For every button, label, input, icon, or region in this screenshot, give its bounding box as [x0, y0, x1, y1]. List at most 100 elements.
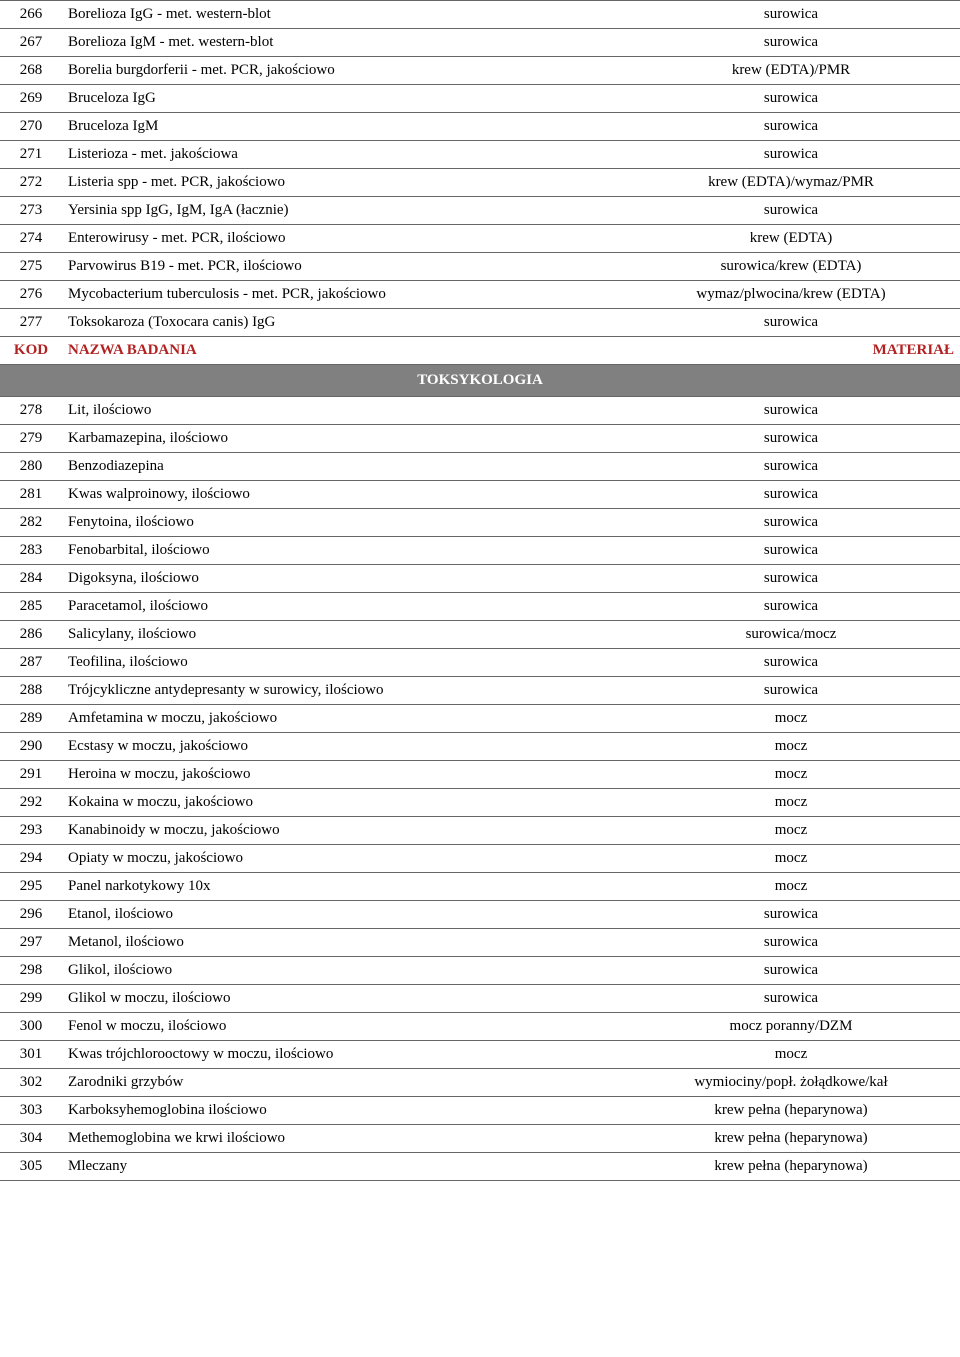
- cell-material: krew (EDTA)/wymaz/PMR: [622, 169, 960, 197]
- table-row: 267Borelioza IgM - met. western-blotsuro…: [0, 29, 960, 57]
- cell-code: 286: [0, 621, 62, 649]
- cell-name: Glikol w moczu, ilościowo: [62, 985, 622, 1013]
- cell-code: 280: [0, 453, 62, 481]
- table-row: 295Panel narkotykowy 10xmocz: [0, 873, 960, 901]
- cell-material: surowica: [622, 197, 960, 225]
- cell-material: surowica: [622, 901, 960, 929]
- cell-code: 266: [0, 1, 62, 29]
- cell-code: 294: [0, 845, 62, 873]
- cell-material: surowica: [622, 509, 960, 537]
- cell-material: wymaz/plwocina/krew (EDTA): [622, 281, 960, 309]
- cell-name: Listerioza - met. jakościowa: [62, 141, 622, 169]
- cell-name: Paracetamol, ilościowo: [62, 593, 622, 621]
- table-body-upper: 266Borelioza IgG - met. western-blotsuro…: [0, 1, 960, 337]
- cell-material: krew pełna (heparynowa): [622, 1125, 960, 1153]
- cell-name: Salicylany, ilościowo: [62, 621, 622, 649]
- cell-name: Glikol, ilościowo: [62, 957, 622, 985]
- cell-material: wymiociny/popł. żołądkowe/kał: [622, 1069, 960, 1097]
- table-row: 286Salicylany, ilościowosurowica/mocz: [0, 621, 960, 649]
- cell-material: surowica: [622, 453, 960, 481]
- cell-name: Toksokaroza (Toxocara canis) IgG: [62, 309, 622, 337]
- section-title: TOKSYKOLOGIA: [0, 365, 960, 397]
- header-nazwa: NAZWA BADANIA: [62, 337, 622, 365]
- cell-code: 267: [0, 29, 62, 57]
- table-row: 273Yersinia spp IgG, IgM, IgA (łacznie)s…: [0, 197, 960, 225]
- cell-material: surowica: [622, 113, 960, 141]
- table-row: 284Digoksyna, ilościowosurowica: [0, 565, 960, 593]
- cell-material: surowica: [622, 593, 960, 621]
- table-row: 300Fenol w moczu, ilościowomocz poranny/…: [0, 1013, 960, 1041]
- table-row: 303Karboksyhemoglobina ilościowokrew peł…: [0, 1097, 960, 1125]
- table-row: 271Listerioza - met. jakościowasurowica: [0, 141, 960, 169]
- cell-material: surowica: [622, 677, 960, 705]
- cell-material: surowica: [622, 537, 960, 565]
- cell-code: 272: [0, 169, 62, 197]
- table-row: 276Mycobacterium tuberculosis - met. PCR…: [0, 281, 960, 309]
- cell-material: surowica: [622, 141, 960, 169]
- cell-name: Karboksyhemoglobina ilościowo: [62, 1097, 622, 1125]
- cell-name: Heroina w moczu, jakościowo: [62, 761, 622, 789]
- cell-material: mocz: [622, 1041, 960, 1069]
- cell-material: surowica/krew (EDTA): [622, 253, 960, 281]
- cell-code: 276: [0, 281, 62, 309]
- cell-name: Kanabinoidy w moczu, jakościowo: [62, 817, 622, 845]
- cell-name: Enterowirusy - met. PCR, ilościowo: [62, 225, 622, 253]
- cell-material: surowica: [622, 985, 960, 1013]
- cell-code: 296: [0, 901, 62, 929]
- cell-material: mocz: [622, 733, 960, 761]
- cell-material: surowica: [622, 565, 960, 593]
- cell-code: 274: [0, 225, 62, 253]
- cell-material: surowica: [622, 481, 960, 509]
- cell-material: surowica: [622, 85, 960, 113]
- table-row: 305Mleczanykrew pełna (heparynowa): [0, 1153, 960, 1181]
- cell-code: 291: [0, 761, 62, 789]
- cell-material: surowica: [622, 1, 960, 29]
- table-row: 302Zarodniki grzybówwymiociny/popł. żołą…: [0, 1069, 960, 1097]
- cell-name: Kokaina w moczu, jakościowo: [62, 789, 622, 817]
- table-row: 283Fenobarbital, ilościowosurowica: [0, 537, 960, 565]
- cell-name: Opiaty w moczu, jakościowo: [62, 845, 622, 873]
- cell-name: Bruceloza IgG: [62, 85, 622, 113]
- table-section-row: TOKSYKOLOGIA: [0, 365, 960, 397]
- cell-material: surowica: [622, 397, 960, 425]
- cell-code: 278: [0, 397, 62, 425]
- cell-material: surowica/mocz: [622, 621, 960, 649]
- table-row: 277Toksokaroza (Toxocara canis) IgGsurow…: [0, 309, 960, 337]
- table-row: 275Parvowirus B19 - met. PCR, ilościowos…: [0, 253, 960, 281]
- cell-code: 290: [0, 733, 62, 761]
- cell-name: Zarodniki grzybów: [62, 1069, 622, 1097]
- cell-name: Borelioza IgG - met. western-blot: [62, 1, 622, 29]
- cell-name: Fenobarbital, ilościowo: [62, 537, 622, 565]
- cell-code: 292: [0, 789, 62, 817]
- cell-material: surowica: [622, 309, 960, 337]
- cell-code: 285: [0, 593, 62, 621]
- table-row: 297Metanol, ilościowosurowica: [0, 929, 960, 957]
- table-row: 289Amfetamina w moczu, jakościowomocz: [0, 705, 960, 733]
- lab-tests-table: 266Borelioza IgG - met. western-blotsuro…: [0, 0, 960, 1181]
- cell-name: Amfetamina w moczu, jakościowo: [62, 705, 622, 733]
- cell-code: 279: [0, 425, 62, 453]
- table-row: 268Borelia burgdorferii - met. PCR, jako…: [0, 57, 960, 85]
- cell-code: 304: [0, 1125, 62, 1153]
- table-row: 298Glikol, ilościowosurowica: [0, 957, 960, 985]
- cell-code: 273: [0, 197, 62, 225]
- cell-code: 275: [0, 253, 62, 281]
- cell-material: mocz poranny/DZM: [622, 1013, 960, 1041]
- cell-name: Yersinia spp IgG, IgM, IgA (łacznie): [62, 197, 622, 225]
- cell-material: surowica: [622, 929, 960, 957]
- cell-code: 269: [0, 85, 62, 113]
- table-row: 288Trójcykliczne antydepresanty w surowi…: [0, 677, 960, 705]
- table-row: 290Ecstasy w moczu, jakościowomocz: [0, 733, 960, 761]
- cell-name: Methemoglobina we krwi ilościowo: [62, 1125, 622, 1153]
- cell-name: Mycobacterium tuberculosis - met. PCR, j…: [62, 281, 622, 309]
- cell-name: Ecstasy w moczu, jakościowo: [62, 733, 622, 761]
- table-row: 301Kwas trójchlorooctowy w moczu, ilości…: [0, 1041, 960, 1069]
- table-row: 287Teofilina, ilościowosurowica: [0, 649, 960, 677]
- table-row: 293Kanabinoidy w moczu, jakościowomocz: [0, 817, 960, 845]
- cell-code: 270: [0, 113, 62, 141]
- table-row: 278Lit, ilościowosurowica: [0, 397, 960, 425]
- cell-code: 277: [0, 309, 62, 337]
- table-row: 299Glikol w moczu, ilościowosurowica: [0, 985, 960, 1013]
- cell-name: Listeria spp - met. PCR, jakościowo: [62, 169, 622, 197]
- cell-name: Trójcykliczne antydepresanty w surowicy,…: [62, 677, 622, 705]
